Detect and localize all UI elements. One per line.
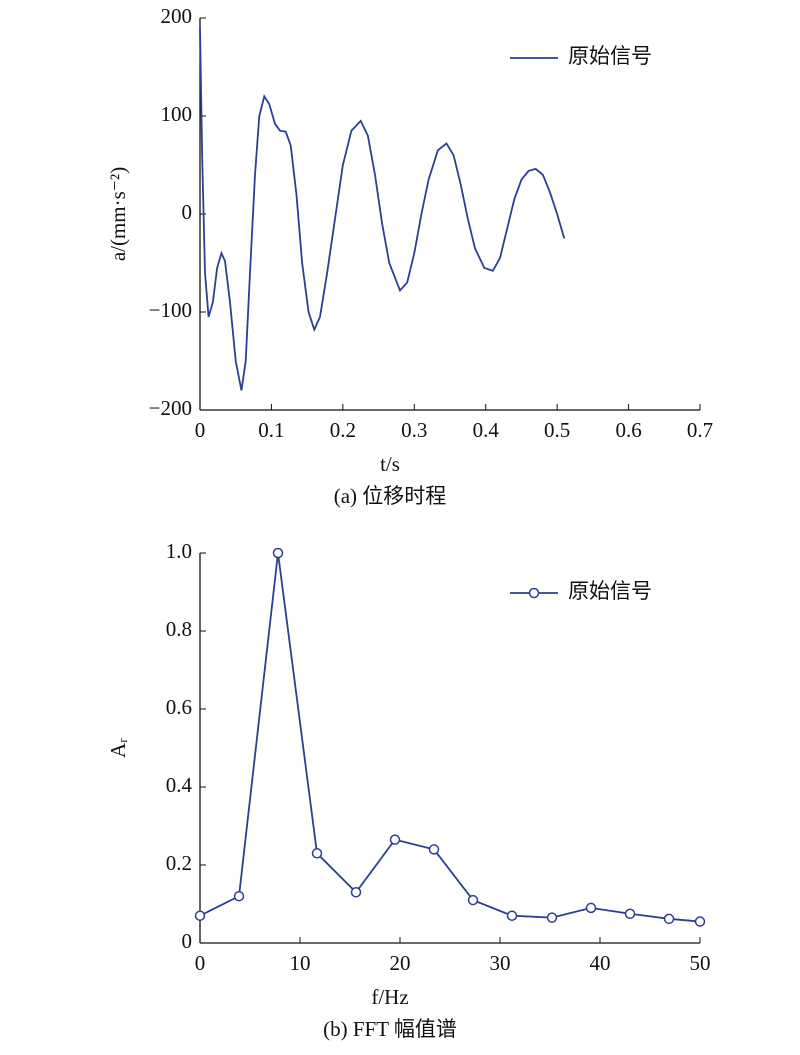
legend-label: 原始信号 [568,579,652,603]
y-axis-label: Aᵣ [106,738,130,758]
x-tick-label: 50 [690,951,711,975]
y-tick-label: 0.2 [166,851,192,875]
y-tick-label: 1.0 [166,539,192,563]
x-tick-label: 30 [490,951,511,975]
y-tick-label: −200 [149,396,192,420]
caption: (a) 位移时程 [334,484,447,508]
y-tick-label: 0.8 [166,617,192,641]
x-axis-label: f/Hz [371,985,408,1009]
y-tick-label: 0 [182,200,193,224]
x-tick-label: 0 [195,951,206,975]
y-tick-label: 0.4 [166,773,193,797]
y-axis-label: a/(mm·s⁻²) [106,167,130,261]
data-point [546,912,558,923]
x-tick-label: 20 [390,951,411,975]
x-axis-label: t/s [380,452,400,476]
data-point [389,834,401,845]
x-tick-label: 0.3 [401,418,427,442]
data-point [663,913,675,925]
caption: (b) FFT 幅值谱 [323,1017,457,1041]
data-point [624,908,636,919]
y-tick-label: 200 [161,4,193,28]
x-tick-label: 0.4 [473,418,500,442]
x-tick-label: 40 [590,951,611,975]
x-tick-label: 0.5 [544,418,570,442]
y-tick-label: 0 [182,929,193,953]
data-point [506,910,518,921]
y-tick-label: 0.6 [166,695,192,719]
y-tick-label: 100 [161,102,193,126]
data-point [467,894,479,906]
legend-label: 原始信号 [568,44,652,68]
data-point [428,844,440,855]
x-tick-label: 0.6 [615,418,641,442]
x-tick-label: 0.1 [258,418,284,442]
y-tick-label: −100 [149,298,192,322]
x-tick-label: 10 [290,951,311,975]
data-point [694,916,706,927]
data-point [585,902,597,914]
data-point [194,910,206,921]
legend-marker [528,587,540,599]
x-tick-label: 0 [195,418,206,442]
x-tick-label: 0.7 [687,418,713,442]
data-point [311,848,323,859]
series-line [199,27,566,391]
x-tick-label: 0.2 [330,418,356,442]
data-point [233,890,245,902]
data-point [350,887,362,898]
data-point [272,547,284,559]
series-line [199,552,701,923]
